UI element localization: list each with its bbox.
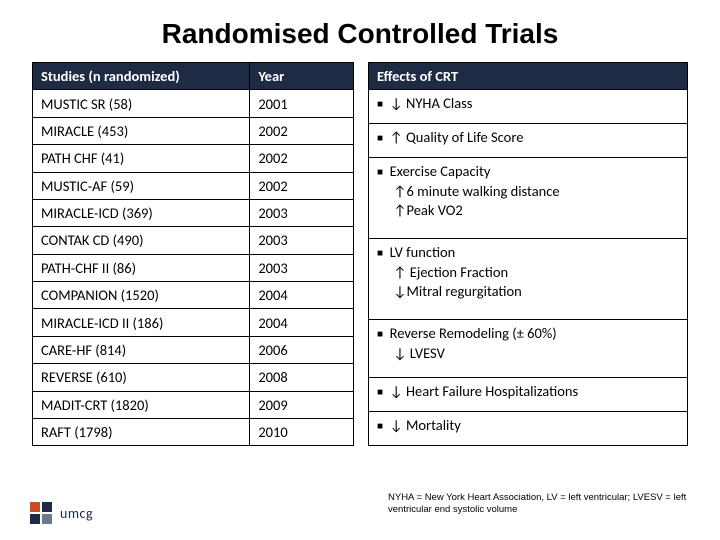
cell-study: PATH-CHF II (86) [33, 254, 250, 281]
cell-effect: ■ ↑ Quality of Life Score [369, 124, 688, 158]
table-row: ■ Reverse Remodeling (± 60%) ↓ LVESV [369, 320, 688, 378]
cell-year: 2004 [250, 309, 354, 336]
table-row: COMPANION (1520)2004 [33, 282, 354, 309]
logo-text: umcg [60, 505, 93, 522]
table-row: ■ ↓ Mortality [369, 412, 688, 446]
table-header-row: Studies (n randomized) Year [33, 63, 354, 90]
table-row: MADIT-CRT (1820)2009 [33, 391, 354, 418]
cell-effect: ■ LV function ↑ Ejection Fraction ↓Mitra… [369, 239, 688, 320]
cell-effect: ■ Exercise Capacity ↑6 minute walking di… [369, 158, 688, 239]
cell-effect: ■ Reverse Remodeling (± 60%) ↓ LVESV [369, 320, 688, 378]
effect-subline: ↑ Ejection Fraction [377, 263, 508, 281]
effect-subline: ↑6 minute walking distance [377, 182, 560, 200]
table-row: MUSTIC SR (58)2001 [33, 90, 354, 117]
cell-study: MUSTIC SR (58) [33, 90, 250, 117]
table-row: CARE-HF (814)2006 [33, 336, 354, 363]
cell-study: MUSTIC-AF (59) [33, 172, 250, 199]
effect-line: ■ ↓ NYHA Class [377, 94, 472, 112]
col-header-year: Year [250, 63, 354, 90]
table-row: ■ ↓ NYHA Class [369, 90, 688, 124]
effect-line: ■ ↓ Mortality [377, 416, 461, 434]
cell-study: CONTAK CD (490) [33, 227, 250, 254]
cell-year: 2002 [250, 145, 354, 172]
cell-year: 2001 [250, 90, 354, 117]
table-row: MIRACLE (453)2002 [33, 117, 354, 144]
cell-study: MADIT-CRT (1820) [33, 391, 250, 418]
cell-study: RAFT (1798) [33, 418, 250, 445]
effects-table: Effects of CRT ■ ↓ NYHA Class ■ ↑ Quality… [368, 62, 688, 446]
effect-line: ■ ↑ Quality of Life Score [377, 128, 523, 146]
table-header-row: Effects of CRT [369, 63, 688, 90]
table-row: MIRACLE-ICD II (186)2004 [33, 309, 354, 336]
table-row: REVERSE (610)2008 [33, 364, 354, 391]
cell-year: 2003 [250, 199, 354, 226]
cell-study: MIRACLE (453) [33, 117, 250, 144]
table-row: ■ ↓ Heart Failure Hospitalizations [369, 377, 688, 411]
cell-year: 2003 [250, 254, 354, 281]
cell-study: COMPANION (1520) [33, 282, 250, 309]
footnote: NYHA = New York Heart Association, LV = … [388, 492, 688, 516]
table-row: ■ Exercise Capacity ↑6 minute walking di… [369, 158, 688, 239]
effect-line: ■ Exercise Capacity [377, 162, 490, 180]
table-row: MUSTIC-AF (59)2002 [33, 172, 354, 199]
effect-subline: ↓ LVESV [377, 344, 445, 362]
cell-year: 2010 [250, 418, 354, 445]
cell-effect: ■ ↓ Mortality [369, 412, 688, 446]
cell-year: 2004 [250, 282, 354, 309]
effect-line: ■ Reverse Remodeling (± 60%) [377, 324, 557, 342]
cell-year: 2008 [250, 364, 354, 391]
cell-study: REVERSE (610) [33, 364, 250, 391]
cell-study: CARE-HF (814) [33, 336, 250, 363]
table-row: PATH-CHF II (86)2003 [33, 254, 354, 281]
cell-study: MIRACLE-ICD II (186) [33, 309, 250, 336]
cell-year: 2006 [250, 336, 354, 363]
effect-subline: ↓Mitral regurgitation [377, 282, 522, 300]
studies-table: Studies (n randomized) Year MUSTIC SR (5… [32, 62, 354, 446]
effect-subline: ↑Peak VO2 [377, 201, 463, 219]
effect-line: ■ ↓ Heart Failure Hospitalizations [377, 382, 578, 400]
logo: umcg [28, 500, 93, 526]
page-title: Randomised Controlled Trials [0, 0, 720, 62]
cell-effect: ■ ↓ NYHA Class [369, 90, 688, 124]
logo-mark-icon [28, 500, 54, 526]
cell-effect: ■ ↓ Heart Failure Hospitalizations [369, 377, 688, 411]
col-header-study: Studies (n randomized) [33, 63, 250, 90]
col-header-effects: Effects of CRT [369, 63, 688, 90]
table-row: MIRACLE-ICD (369)2003 [33, 199, 354, 226]
cell-study: PATH CHF (41) [33, 145, 250, 172]
cell-year: 2002 [250, 117, 354, 144]
table-row: ■ ↑ Quality of Life Score [369, 124, 688, 158]
effect-line: ■ LV function [377, 243, 455, 261]
table-row: PATH CHF (41)2002 [33, 145, 354, 172]
cell-year: 2009 [250, 391, 354, 418]
cell-study: MIRACLE-ICD (369) [33, 199, 250, 226]
content-area: Studies (n randomized) Year MUSTIC SR (5… [0, 62, 720, 446]
cell-year: 2003 [250, 227, 354, 254]
table-row: RAFT (1798)2010 [33, 418, 354, 445]
table-row: ■ LV function ↑ Ejection Fraction ↓Mitra… [369, 239, 688, 320]
cell-year: 2002 [250, 172, 354, 199]
table-row: CONTAK CD (490)2003 [33, 227, 354, 254]
